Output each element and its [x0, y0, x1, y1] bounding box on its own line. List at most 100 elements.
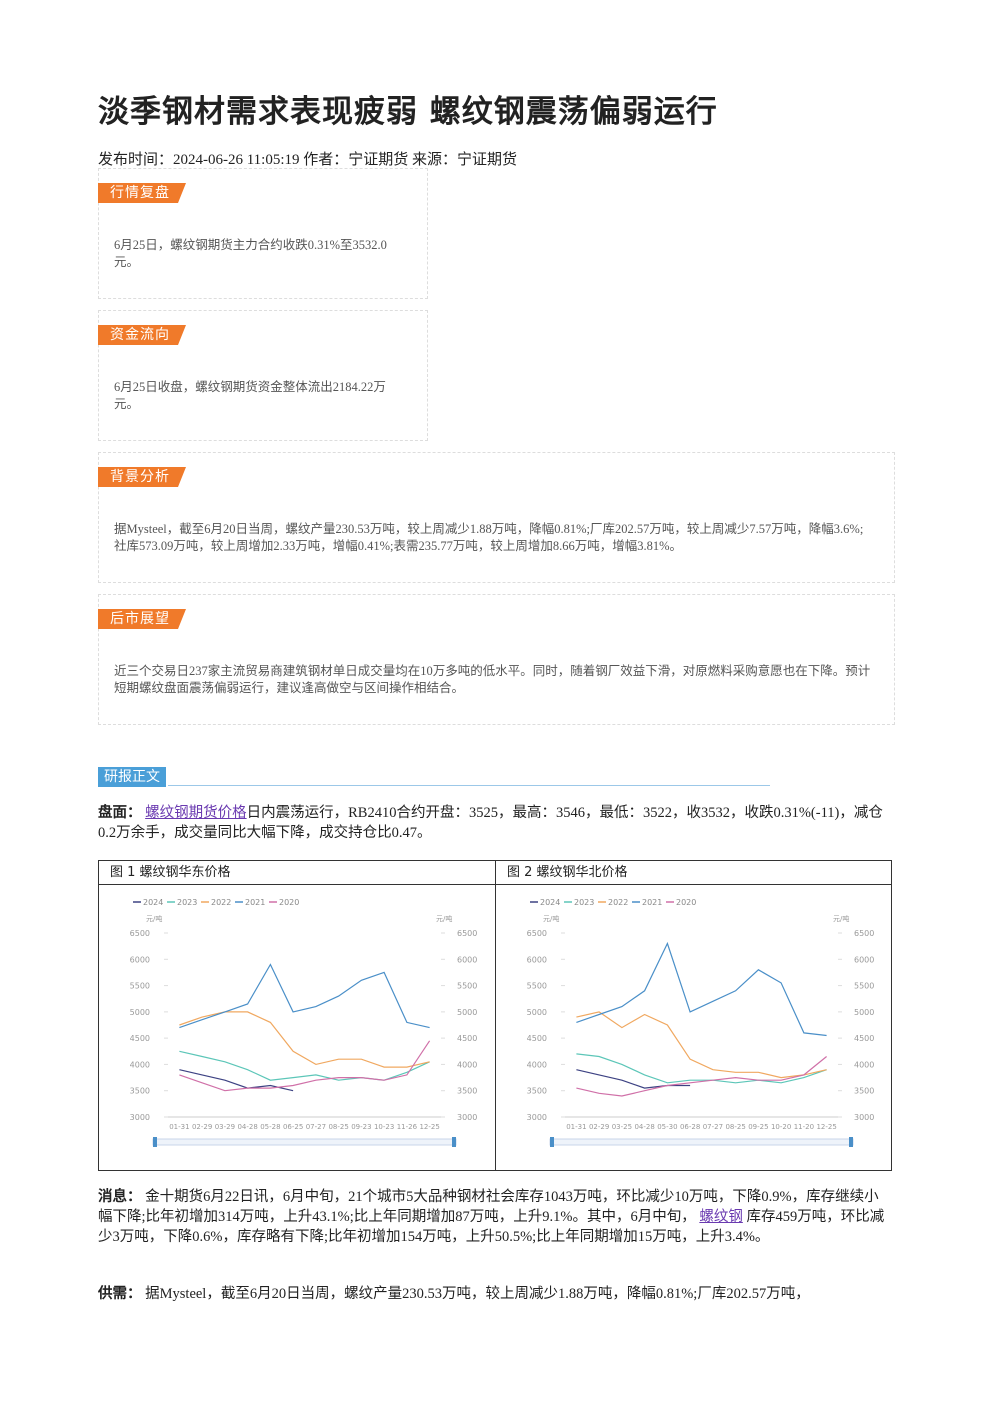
legend-label: 2024 — [143, 898, 163, 907]
x-tick-label: 11-20 — [794, 1123, 814, 1131]
y-axis-label: 元/吨 — [543, 914, 559, 923]
x-tick-label: 06-25 — [283, 1123, 303, 1131]
y-axis-label: 元/吨 — [146, 914, 162, 923]
series-line — [576, 1056, 827, 1097]
y2-tick-label: 4000 — [854, 1060, 874, 1069]
tag: 行情复盘 — [98, 183, 186, 203]
y-tick-label: 5500 — [527, 982, 547, 991]
box: 行情复盘 6月25日，螺纹钢期货主力合约收跌0.31%至3532.0元。 — [98, 168, 428, 299]
link[interactable]: 螺纹钢 — [699, 1209, 743, 1225]
x-tick-label: 04-28 — [634, 1123, 654, 1131]
x-tick-label: 12-25 — [816, 1123, 836, 1131]
y2-tick-label: 6500 — [457, 929, 477, 938]
x-tick-label: 05-30 — [657, 1123, 677, 1131]
x-tick-label: 03-25 — [612, 1123, 632, 1131]
x-tick-label: 09-23 — [351, 1123, 371, 1131]
box: 后市展望 近三个交易日237家主流贸易商建筑钢材单日成交量均在10万多吨的低水平。… — [98, 594, 895, 725]
text: 库存459万吨，环比减少3万吨，下降0.6%，库存略有下降;比年初增加154万吨… — [98, 1209, 885, 1245]
box-text: 近三个交易日237家主流贸易商建筑钢材单日成交量均在10万多吨的低水平。同时，随… — [114, 664, 871, 695]
paragraph: 消息： 金十期货6月22日讯，6月中旬，21个城市5大品种钢材社会库存1043万… — [98, 1187, 892, 1247]
box-text: 据Mysteel，截至6月20日当周，螺纹产量230.53万吨，较上周减少1.8… — [114, 522, 864, 553]
tag: 背景分析 — [98, 467, 186, 487]
series-line — [576, 1053, 827, 1084]
y2-tick-label: 6500 — [854, 929, 874, 938]
series-line — [179, 1050, 430, 1081]
label: 消息： — [98, 1189, 142, 1205]
y2-tick-label: 4500 — [854, 1034, 874, 1043]
y2-axis-label: 元/吨 — [436, 914, 452, 923]
x-tick-label: 10-23 — [374, 1123, 394, 1131]
scrollbar — [549, 1138, 854, 1146]
legend-label: 2021 — [642, 898, 662, 907]
x-tick-label: 01-31 — [169, 1123, 189, 1131]
scroll-handle — [153, 1137, 157, 1147]
legend-label: 2021 — [245, 898, 265, 907]
legend-label: 2023 — [574, 898, 594, 907]
series-line — [576, 941, 827, 1037]
x-tick-label: 06-28 — [680, 1123, 700, 1131]
y-tick-label: 5000 — [527, 1008, 547, 1017]
y-tick-label: 5500 — [130, 982, 150, 991]
box: 背景分析据Mysteel，截至6月20日当周，螺纹产量230.53万吨，较上周减… — [98, 452, 895, 583]
y2-tick-label: 4000 — [457, 1060, 477, 1069]
y-tick-label: 6000 — [527, 955, 547, 964]
series-line — [179, 1040, 431, 1092]
legend-label: 2022 — [608, 898, 628, 907]
divider — [168, 785, 770, 786]
chart-title: 图 2 螺纹钢华北价格 — [507, 864, 628, 880]
link[interactable]: 螺纹钢期货价格 — [145, 805, 247, 821]
x-tick-label: 12-25 — [419, 1123, 439, 1131]
x-tick-label: 03-29 — [215, 1123, 235, 1131]
series-line — [576, 1011, 827, 1079]
y-tick-label: 6500 — [527, 929, 547, 938]
legend-label: 2020 — [279, 898, 299, 907]
y2-tick-label: 3000 — [854, 1113, 874, 1122]
legend-label: 2020 — [676, 898, 696, 907]
text: 日内震荡运行，RB2410合约开盘：3525，最高：3546，最低：3522，收… — [98, 805, 883, 841]
y2-tick-label: 3500 — [457, 1087, 477, 1096]
y2-tick-label: 6000 — [854, 955, 874, 964]
label: 盘面： — [98, 805, 142, 821]
figures: 图 1 螺纹钢华东价格 2024 2023 2022 2021 2020 元/吨 元/吨 300… — [98, 860, 892, 1171]
y2-tick-label: 5500 — [457, 982, 477, 991]
label: 供需： — [98, 1286, 142, 1302]
y-tick-label: 3000 — [527, 1113, 547, 1122]
x-tick-label: 01-31 — [566, 1123, 586, 1131]
y2-tick-label: 5500 — [854, 982, 874, 991]
x-tick-label: 07-27 — [306, 1123, 326, 1131]
series-line — [179, 1069, 294, 1092]
paragraph: 供需： 据Mysteel，截至6月20日当周，螺纹产量230.53万吨，较上周减… — [98, 1284, 892, 1304]
x-tick-label: 02-29 — [192, 1123, 212, 1131]
x-tick-label: 11-26 — [397, 1123, 418, 1131]
box-text: 6月25日收盘，螺纹钢期货资金整体流出2184.22万元。 — [114, 380, 386, 411]
meta: 发布时间：2024-06-26 11:05:19 作者：宁证期货 来源：宁证期货 — [98, 152, 518, 168]
y2-tick-label: 5000 — [457, 1008, 477, 1017]
text: 金十期货6月22日讯，6月中旬，21个城市5大品种钢材社会库存1043万吨，环比… — [98, 1189, 879, 1225]
scroll-handle — [849, 1137, 853, 1147]
y-tick-label: 6500 — [130, 929, 150, 938]
x-tick-label: 07-27 — [703, 1123, 723, 1131]
x-tick-label: 05-28 — [260, 1123, 280, 1131]
chart-title: 图 1 螺纹钢华东价格 — [110, 864, 231, 880]
text: 据Mysteel，截至6月20日当周，螺纹产量230.53万吨，较上周减少1.8… — [145, 1286, 810, 1302]
y-tick-label: 4500 — [527, 1034, 547, 1043]
scroll-handle — [550, 1137, 554, 1147]
y-tick-label: 3500 — [527, 1087, 547, 1096]
series-line — [179, 1011, 430, 1068]
scrollbar — [152, 1138, 457, 1146]
y-tick-label: 3000 — [130, 1113, 150, 1122]
y-tick-label: 3500 — [130, 1087, 150, 1096]
y2-tick-label: 6000 — [457, 955, 477, 964]
scroll-handle — [452, 1137, 456, 1147]
tag: 资金流向 — [98, 325, 186, 345]
legend-label: 2023 — [177, 898, 197, 907]
y-tick-label: 6000 — [130, 955, 150, 964]
y2-axis-label: 元/吨 — [833, 914, 849, 923]
x-tick-label: 08-25 — [725, 1123, 745, 1131]
section-tag: 研报正文 — [98, 767, 166, 787]
y2-tick-label: 4500 — [457, 1034, 477, 1043]
y-tick-label: 5000 — [130, 1008, 150, 1017]
series-line — [179, 963, 430, 1029]
y-tick-label: 4000 — [130, 1060, 150, 1069]
title: 淡季钢材需求表现疲弱 螺纹钢震荡偏弱运行 — [98, 94, 718, 130]
